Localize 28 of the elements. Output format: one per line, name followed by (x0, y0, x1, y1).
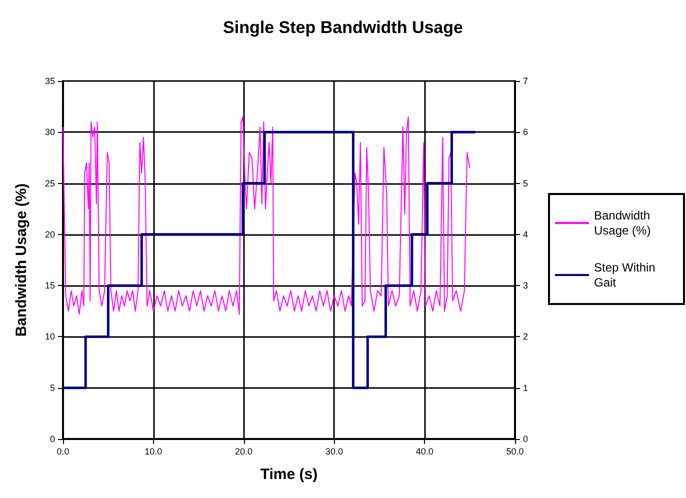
y2-tick-label: 0 (523, 434, 528, 444)
legend-label: Bandwidth Usage (%) (594, 208, 654, 238)
x-tick-label: 50.0 (506, 446, 524, 456)
y-axis-title: Bandwidth Usage (%) (13, 183, 30, 337)
x-tick-label: 0.0 (56, 446, 70, 456)
x-axis-title: Time (s) (260, 466, 318, 483)
x-tick-label: 20.0 (235, 446, 253, 456)
y2-tick-label: 4 (523, 229, 528, 240)
y2-tick-label: 3 (523, 280, 528, 291)
y-tick-label: 25 (44, 178, 55, 188)
x-tick-label: 30.0 (325, 446, 343, 456)
line-series (62, 116, 470, 315)
x-tick-label: 40.0 (416, 446, 434, 456)
y2-tick-label: 5 (523, 178, 528, 188)
y-tick-label: 20 (44, 229, 55, 240)
y-tick-label: 10 (44, 332, 55, 342)
y2-tick-label: 7 (523, 76, 528, 86)
y2-tick-label: 2 (523, 332, 528, 342)
y2-tick-label: 6 (523, 127, 528, 138)
chart-title: Single Step Bandwidth Usage (223, 18, 463, 37)
y-tick-label: 30 (44, 127, 55, 138)
y-tick-label: 5 (50, 382, 55, 393)
y-tick-label: 35 (44, 76, 55, 86)
y-tick-label: 15 (44, 280, 55, 291)
y-tick-label: 0 (50, 434, 55, 444)
x-tick-label: 10.0 (144, 446, 162, 456)
y2-tick-label: 1 (523, 382, 528, 393)
legend-label: Step Within Gait (594, 260, 659, 290)
